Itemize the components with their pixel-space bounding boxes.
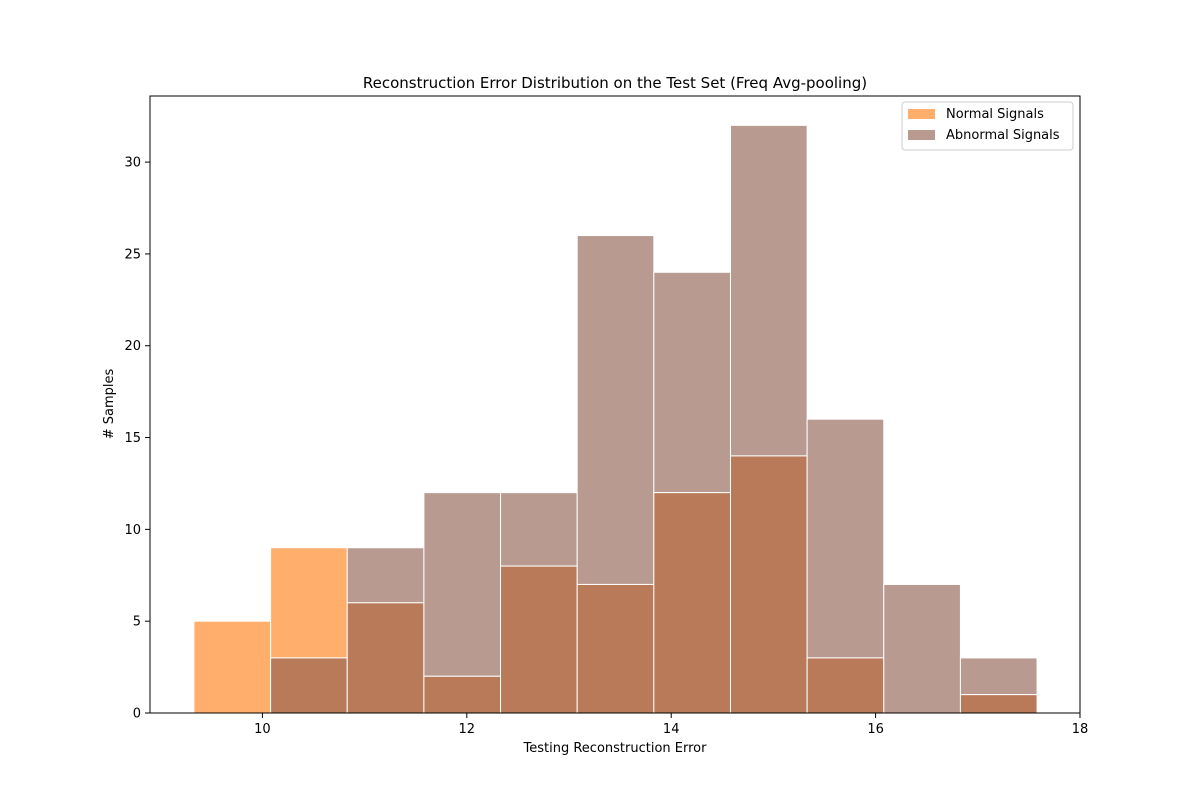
bar-overlap-10 (959, 694, 1038, 714)
bar-abnormal-5 (576, 235, 655, 585)
bar-overlap-6 (653, 492, 731, 714)
bar-overlap-4 (500, 565, 578, 714)
legend-swatch-normal (908, 109, 935, 119)
y-tick-label-5: 5 (133, 615, 141, 630)
bar-overlap-7 (729, 455, 808, 714)
plot-area (193, 124, 1038, 714)
x-tick-label-10: 10 (254, 722, 271, 737)
bar-abnormal-8 (806, 418, 885, 659)
bar-overlap-3 (423, 675, 502, 714)
y-tick-label-0: 0 (133, 707, 141, 722)
bar-overlap-1 (270, 657, 348, 714)
legend: Normal Signals Abnormal Signals (901, 101, 1074, 151)
plot-frame (149, 95, 1081, 714)
bar-normal-1 (270, 547, 348, 659)
x-axis: 10 12 14 16 18 (254, 713, 1088, 737)
x-axis-label: Testing Reconstruction Error (523, 741, 708, 756)
y-tick-label-10: 10 (124, 523, 141, 538)
y-tick-label-15: 15 (124, 431, 141, 446)
chart-title: Reconstruction Error Distribution on the… (363, 74, 867, 92)
legend-swatch-abnormal (908, 130, 935, 140)
x-tick-label-18: 18 (1072, 722, 1089, 737)
y-axis: 0 5 10 15 20 25 30 (124, 156, 150, 722)
bar-abnormal-9 (883, 583, 961, 714)
bar-abnormal-3 (423, 492, 502, 677)
bar-overlap-2 (346, 602, 425, 714)
bar-abnormal-2 (346, 547, 425, 604)
y-tick-label-20: 20 (124, 339, 141, 354)
y-tick-label-25: 25 (124, 247, 141, 262)
legend-box (901, 101, 1074, 151)
x-tick-label-12: 12 (459, 722, 476, 737)
bar-abnormal-6 (653, 271, 731, 494)
legend-label-normal: Normal Signals (946, 107, 1044, 122)
bar-overlap-5 (576, 583, 655, 714)
y-tick-label-30: 30 (124, 156, 141, 171)
bar-abnormal-7 (729, 124, 808, 457)
bar-overlap-8 (806, 657, 885, 714)
bar-normal-0 (193, 620, 272, 714)
bar-abnormal-10 (959, 657, 1038, 696)
x-tick-label-14: 14 (663, 722, 680, 737)
bar-abnormal-4 (500, 492, 578, 567)
x-tick-label-16: 16 (867, 722, 884, 737)
legend-label-abnormal: Abnormal Signals (946, 128, 1060, 143)
y-axis-label: # Samples (102, 369, 117, 440)
